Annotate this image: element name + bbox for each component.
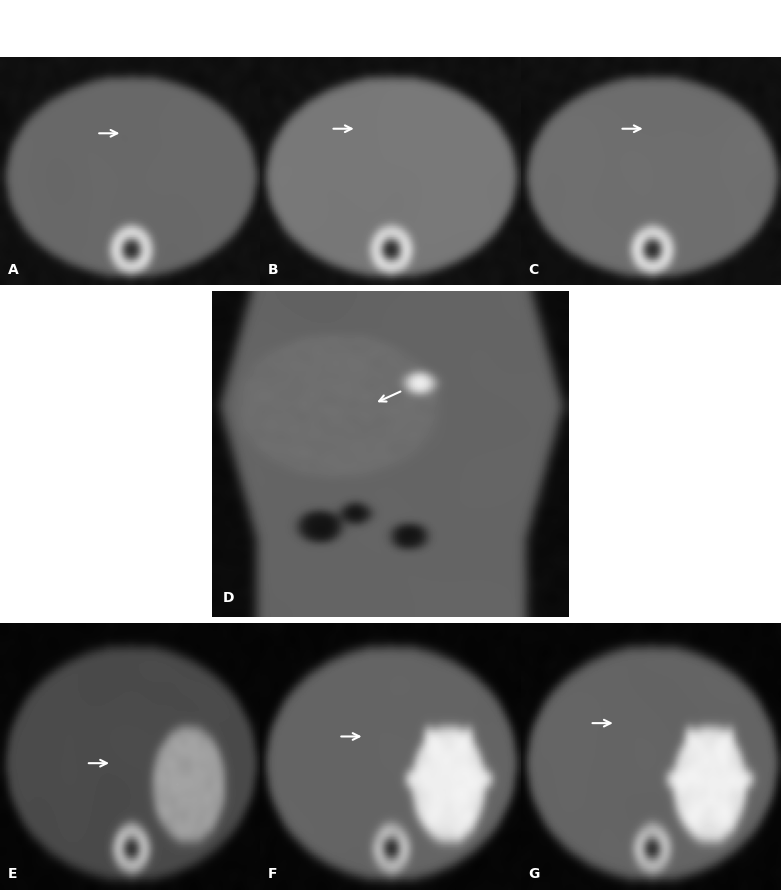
Text: B: B (268, 263, 279, 277)
Text: A: A (8, 263, 19, 277)
Text: C: C (529, 263, 539, 277)
Text: D: D (223, 591, 234, 605)
Text: E: E (8, 867, 17, 881)
Text: G: G (529, 867, 540, 881)
Text: F: F (268, 867, 277, 881)
